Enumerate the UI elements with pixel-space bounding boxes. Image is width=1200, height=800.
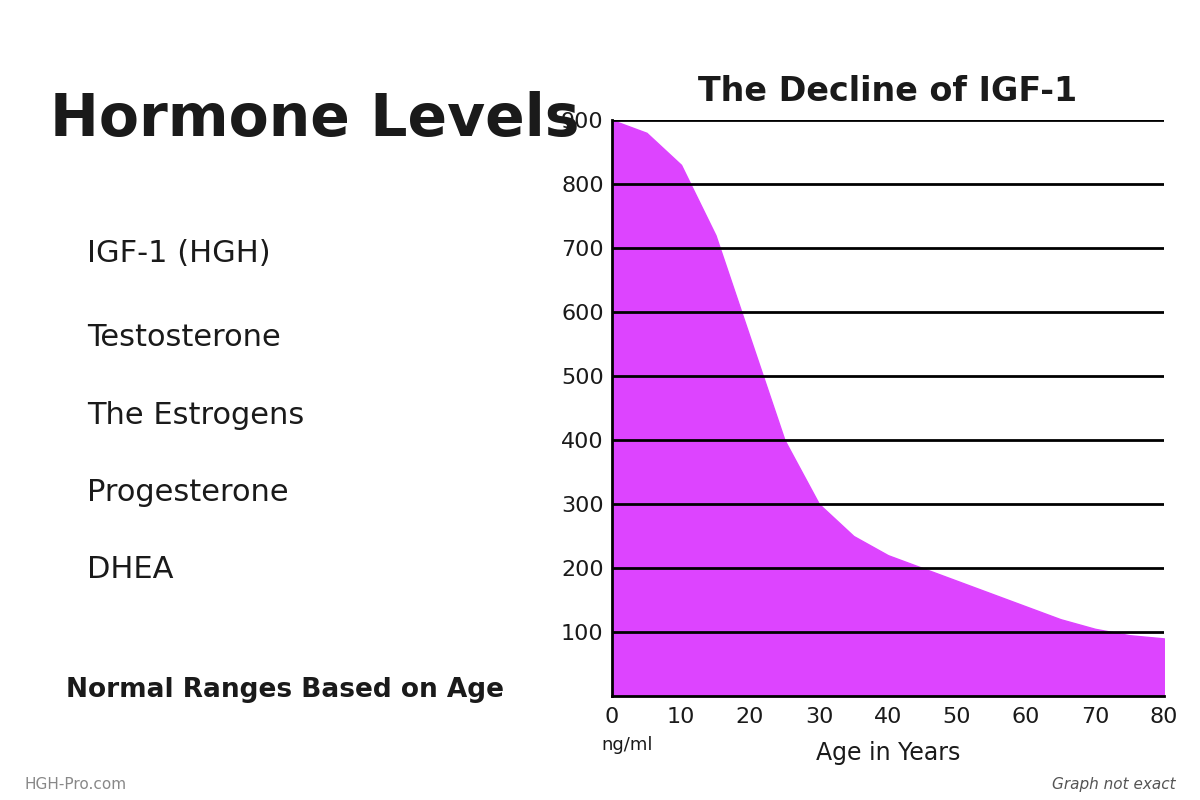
Text: The Estrogens: The Estrogens <box>88 401 305 430</box>
Text: IGF-1 (HGH): IGF-1 (HGH) <box>88 238 271 268</box>
Text: Progesterone: Progesterone <box>88 478 289 507</box>
Text: Hormone Levels: Hormone Levels <box>50 91 580 148</box>
Text: Graph not exact: Graph not exact <box>1052 777 1176 792</box>
Text: HGH-Pro.com: HGH-Pro.com <box>24 777 126 792</box>
X-axis label: Age in Years: Age in Years <box>816 741 960 765</box>
Text: Normal Ranges Based on Age: Normal Ranges Based on Age <box>66 677 504 702</box>
Text: Testosterone: Testosterone <box>88 323 281 352</box>
Text: ng/ml: ng/ml <box>601 736 653 754</box>
Title: The Decline of IGF-1: The Decline of IGF-1 <box>698 74 1078 107</box>
Text: DHEA: DHEA <box>88 555 174 585</box>
